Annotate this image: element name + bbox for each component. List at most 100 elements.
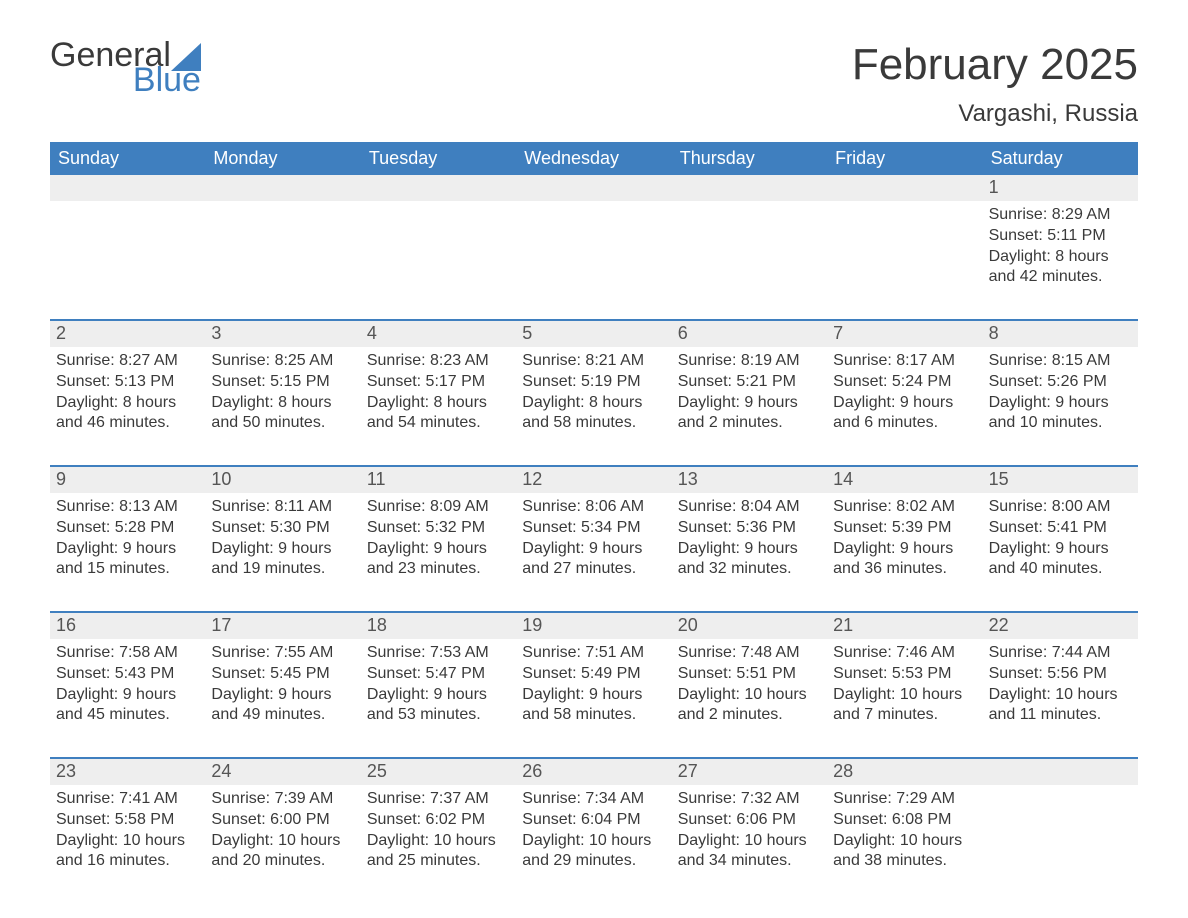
daylight-line1: Daylight: 10 hours (56, 831, 199, 852)
brand-logo: General Blue (50, 40, 201, 93)
day-cell: Sunrise: 8:02 AMSunset: 5:39 PMDaylight:… (827, 493, 982, 593)
calendar-page: General Blue February 2025 Vargashi, Rus… (0, 0, 1188, 918)
daylight-line1: Daylight: 9 hours (56, 539, 199, 560)
daylight-line2: and 2 minutes. (678, 413, 821, 434)
month-title: February 2025 (852, 40, 1138, 90)
daynum: 23 (50, 759, 205, 785)
sunrise-line: Sunrise: 8:17 AM (833, 351, 976, 372)
sunset-line: Sunset: 5:13 PM (56, 372, 199, 393)
daynum: 24 (205, 759, 360, 785)
daylight-line2: and 15 minutes. (56, 559, 199, 580)
sunrise-line: Sunrise: 8:21 AM (522, 351, 665, 372)
weekday-header-row: Sunday Monday Tuesday Wednesday Thursday… (50, 142, 1138, 175)
day-cell: Sunrise: 7:51 AMSunset: 5:49 PMDaylight:… (516, 639, 671, 739)
daynum: 8 (983, 321, 1138, 347)
daylight-line1: Daylight: 9 hours (211, 685, 354, 706)
weekday-monday: Monday (205, 142, 360, 175)
day-cell: Sunrise: 8:09 AMSunset: 5:32 PMDaylight:… (361, 493, 516, 593)
day-cell: Sunrise: 8:27 AMSunset: 5:13 PMDaylight:… (50, 347, 205, 447)
daynum: 5 (516, 321, 671, 347)
sunset-line: Sunset: 6:00 PM (211, 810, 354, 831)
sunrise-line: Sunrise: 7:41 AM (56, 789, 199, 810)
daynum: 19 (516, 613, 671, 639)
daynum (516, 175, 671, 201)
day-cell: Sunrise: 7:39 AMSunset: 6:00 PMDaylight:… (205, 785, 360, 885)
daylight-line2: and 10 minutes. (989, 413, 1132, 434)
daynum-band: 232425262728 (50, 759, 1138, 785)
sunrise-line: Sunrise: 7:32 AM (678, 789, 821, 810)
daynum: 4 (361, 321, 516, 347)
sunset-line: Sunset: 5:56 PM (989, 664, 1132, 685)
daylight-line1: Daylight: 9 hours (989, 539, 1132, 560)
weekday-wednesday: Wednesday (516, 142, 671, 175)
daylight-line1: Daylight: 10 hours (367, 831, 510, 852)
daynum-band: 1 (50, 175, 1138, 201)
sunrise-line: Sunrise: 8:11 AM (211, 497, 354, 518)
sunrise-line: Sunrise: 8:25 AM (211, 351, 354, 372)
daylight-line2: and 23 minutes. (367, 559, 510, 580)
sunrise-line: Sunrise: 8:02 AM (833, 497, 976, 518)
sunset-line: Sunset: 5:28 PM (56, 518, 199, 539)
daynum: 16 (50, 613, 205, 639)
day-cell: Sunrise: 8:15 AMSunset: 5:26 PMDaylight:… (983, 347, 1138, 447)
week-2: 2345678Sunrise: 8:27 AMSunset: 5:13 PMDa… (50, 319, 1138, 447)
daylight-line1: Daylight: 9 hours (522, 539, 665, 560)
sunrise-line: Sunrise: 8:04 AM (678, 497, 821, 518)
daynum (672, 175, 827, 201)
daynum: 15 (983, 467, 1138, 493)
day-cell (827, 201, 982, 301)
sunset-line: Sunset: 6:04 PM (522, 810, 665, 831)
daylight-line2: and 6 minutes. (833, 413, 976, 434)
sunset-line: Sunset: 5:53 PM (833, 664, 976, 685)
day-cell: Sunrise: 8:11 AMSunset: 5:30 PMDaylight:… (205, 493, 360, 593)
sunrise-line: Sunrise: 7:34 AM (522, 789, 665, 810)
day-cell: Sunrise: 7:37 AMSunset: 6:02 PMDaylight:… (361, 785, 516, 885)
sunset-line: Sunset: 6:08 PM (833, 810, 976, 831)
sunrise-line: Sunrise: 8:00 AM (989, 497, 1132, 518)
daybody-row: Sunrise: 7:41 AMSunset: 5:58 PMDaylight:… (50, 785, 1138, 885)
daynum: 21 (827, 613, 982, 639)
daylight-line2: and 7 minutes. (833, 705, 976, 726)
daylight-line2: and 34 minutes. (678, 851, 821, 872)
sunset-line: Sunset: 5:51 PM (678, 664, 821, 685)
sunrise-line: Sunrise: 7:29 AM (833, 789, 976, 810)
daylight-line2: and 40 minutes. (989, 559, 1132, 580)
daynum-band: 16171819202122 (50, 613, 1138, 639)
daynum: 28 (827, 759, 982, 785)
day-cell: Sunrise: 8:29 AM Sunset: 5:11 PM Dayligh… (983, 201, 1138, 301)
day-cell: Sunrise: 7:58 AMSunset: 5:43 PMDaylight:… (50, 639, 205, 739)
daylight-line2: and 36 minutes. (833, 559, 976, 580)
daylight-line1: Daylight: 10 hours (833, 831, 976, 852)
sunset-line: Sunset: 5:11 PM (989, 226, 1132, 247)
daylight-line1: Daylight: 9 hours (211, 539, 354, 560)
daynum (983, 759, 1138, 785)
daynum: 18 (361, 613, 516, 639)
daynum: 12 (516, 467, 671, 493)
daynum-band: 9101112131415 (50, 467, 1138, 493)
sunrise-line: Sunrise: 8:06 AM (522, 497, 665, 518)
day-cell (50, 201, 205, 301)
daynum: 13 (672, 467, 827, 493)
daylight-line1: Daylight: 9 hours (522, 685, 665, 706)
daylight-line2: and 38 minutes. (833, 851, 976, 872)
daylight-line2: and 11 minutes. (989, 705, 1132, 726)
daylight-line1: Daylight: 9 hours (678, 393, 821, 414)
daylight-line2: and 58 minutes. (522, 413, 665, 434)
brand-word-blue: Blue (133, 65, 201, 96)
weekday-saturday: Saturday (983, 142, 1138, 175)
week-3: 9101112131415Sunrise: 8:13 AMSunset: 5:2… (50, 465, 1138, 593)
daybody-row: Sunrise: 8:13 AMSunset: 5:28 PMDaylight:… (50, 493, 1138, 593)
sunset-line: Sunset: 6:06 PM (678, 810, 821, 831)
header-row: General Blue February 2025 Vargashi, Rus… (50, 40, 1138, 128)
weekday-tuesday: Tuesday (361, 142, 516, 175)
sunrise-line: Sunrise: 7:58 AM (56, 643, 199, 664)
sunset-line: Sunset: 5:36 PM (678, 518, 821, 539)
daynum: 25 (361, 759, 516, 785)
sunrise-line: Sunrise: 8:27 AM (56, 351, 199, 372)
week-5: 232425262728Sunrise: 7:41 AMSunset: 5:58… (50, 757, 1138, 885)
sunrise-line: Sunrise: 7:39 AM (211, 789, 354, 810)
sunset-line: Sunset: 5:41 PM (989, 518, 1132, 539)
daylight-line1: Daylight: 10 hours (833, 685, 976, 706)
daynum: 17 (205, 613, 360, 639)
weekday-sunday: Sunday (50, 142, 205, 175)
